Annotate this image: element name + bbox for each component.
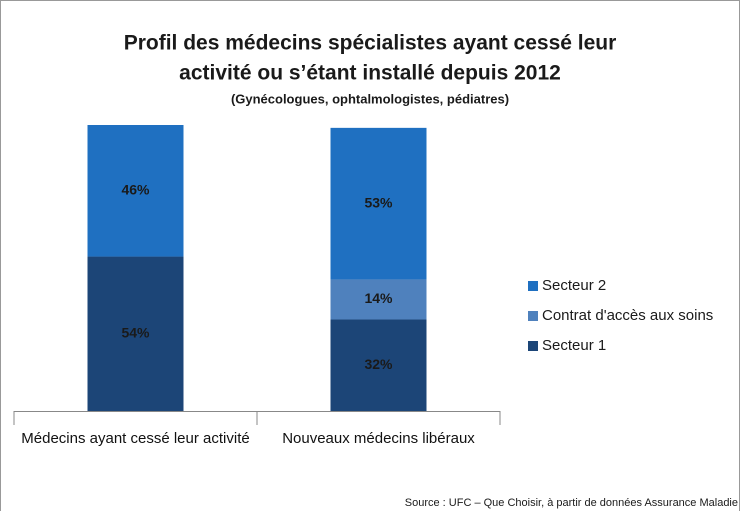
data-label: 32% (364, 356, 393, 372)
legend-label: Secteur 2 (542, 277, 606, 294)
legend-swatch (528, 281, 538, 291)
chart-title: Profil des médecins spécialistes ayant c… (124, 32, 617, 55)
data-label: 53% (364, 194, 393, 210)
legend-label: Contrat d'accès aux soins (542, 307, 713, 324)
bar-segment (87, 125, 184, 257)
chart-subtitle: (Gynécologues, ophtalmologistes, pédiatr… (231, 91, 509, 106)
data-label: 14% (364, 290, 393, 306)
bar-segment (330, 319, 427, 411)
legend-swatch (528, 311, 538, 321)
chart-title: activité ou s’étant installé depuis 2012 (179, 62, 561, 85)
x-tick-label: Nouveaux médecins libéraux (282, 430, 475, 447)
data-label: 54% (121, 324, 150, 340)
x-tick-label: Médecins ayant cessé leur activité (21, 430, 250, 447)
legend-label: Secteur 1 (542, 337, 606, 354)
bar-segment (330, 279, 427, 320)
legend-swatch (528, 341, 538, 351)
bar-segment (87, 256, 184, 411)
bar-segment (330, 127, 427, 280)
source-note: Source : UFC – Que Choisir, à partir de … (405, 497, 738, 509)
data-label: 46% (121, 181, 150, 197)
